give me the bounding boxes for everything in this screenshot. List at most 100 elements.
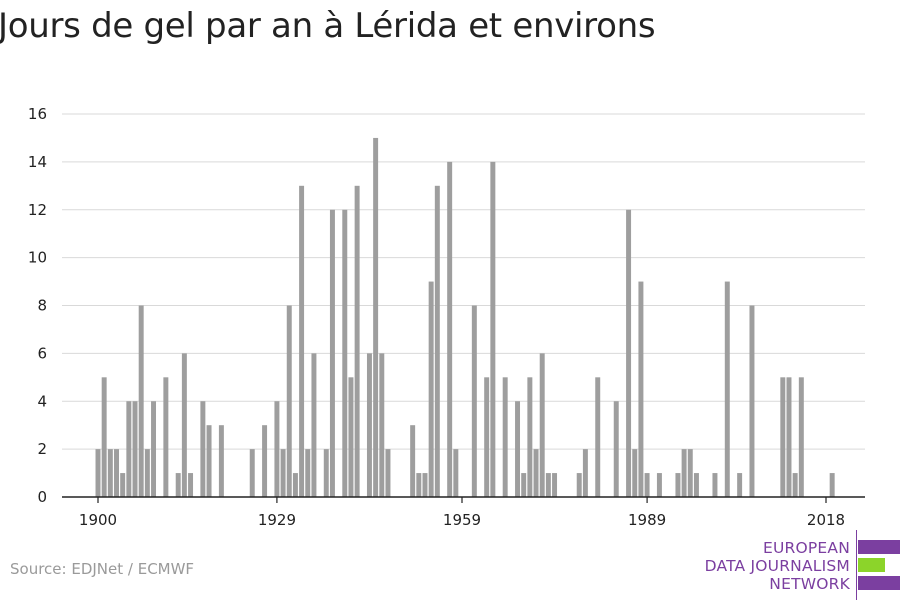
bar xyxy=(379,353,385,497)
bar xyxy=(527,377,533,497)
bar xyxy=(305,449,311,497)
logo-line-data-journalism: DATA JOURNALISM xyxy=(704,557,850,575)
bar xyxy=(138,305,144,497)
bar xyxy=(632,449,638,497)
y-axis-tick-labels: 0 2 4 6 8 10 12 14 16 xyxy=(28,105,47,506)
bar xyxy=(163,377,169,497)
y-tick-label: 16 xyxy=(28,105,47,123)
bar xyxy=(354,185,360,497)
x-axis: 1900 1929 1959 1989 2018 xyxy=(62,496,865,529)
y-tick-label: 0 xyxy=(37,488,47,506)
logo-line-european: EUROPEAN xyxy=(762,539,850,557)
bar xyxy=(582,449,588,497)
bar xyxy=(749,305,755,497)
bar xyxy=(274,401,280,497)
x-tick-label: 2018 xyxy=(807,511,845,529)
bar xyxy=(292,473,298,497)
logo-bar-purple-top xyxy=(858,540,900,554)
bar xyxy=(329,209,335,497)
bar xyxy=(712,473,718,497)
bar xyxy=(737,473,743,497)
bar xyxy=(286,305,292,497)
bar xyxy=(576,473,582,497)
bar xyxy=(416,473,422,497)
bar xyxy=(638,281,644,497)
bar xyxy=(798,377,804,497)
bar xyxy=(114,449,119,497)
bar xyxy=(515,401,521,497)
bar xyxy=(188,473,194,497)
bar xyxy=(366,353,372,497)
bar xyxy=(552,473,558,497)
bar xyxy=(595,377,601,497)
bar xyxy=(249,449,255,497)
x-tick-label: 1900 xyxy=(79,511,117,529)
bar xyxy=(280,449,286,497)
bar xyxy=(107,449,113,497)
bar xyxy=(675,473,681,497)
bar xyxy=(792,473,798,497)
bar xyxy=(342,209,348,497)
bar xyxy=(422,473,428,497)
bar xyxy=(144,449,150,497)
bar xyxy=(626,209,632,497)
bar xyxy=(410,425,416,497)
logo-divider xyxy=(856,530,857,600)
logo-line-network: NETWORK xyxy=(769,575,850,593)
bar xyxy=(262,425,268,497)
bar xyxy=(656,473,662,497)
gridlines xyxy=(62,113,865,450)
bar xyxy=(151,401,157,497)
bar xyxy=(693,473,699,497)
y-tick-label: 2 xyxy=(37,440,47,458)
bar xyxy=(385,449,391,497)
bar xyxy=(724,281,730,497)
bar xyxy=(502,377,508,497)
bar xyxy=(323,449,329,497)
edjnet-logo: EUROPEAN DATA JOURNALISM NETWORK xyxy=(700,530,900,600)
bar xyxy=(95,449,101,497)
bar xyxy=(786,377,792,497)
chart-title: Jours de gel par an à Lérida et environs xyxy=(0,6,656,46)
bar xyxy=(687,449,693,497)
bar xyxy=(428,281,434,497)
x-tick-label: 1929 xyxy=(258,511,296,529)
bar xyxy=(681,449,687,497)
y-tick-label: 10 xyxy=(28,249,47,267)
x-tick-label: 1959 xyxy=(443,511,481,529)
bar xyxy=(644,473,650,497)
bar xyxy=(373,137,379,497)
bar xyxy=(200,401,206,497)
bar xyxy=(311,353,317,497)
bar xyxy=(484,377,490,497)
bar xyxy=(132,401,138,497)
y-tick-label: 4 xyxy=(37,392,47,410)
bar xyxy=(829,473,835,497)
bar xyxy=(299,185,305,497)
bars xyxy=(95,137,835,497)
bar xyxy=(780,377,786,497)
bar xyxy=(181,353,187,497)
bar xyxy=(539,353,545,497)
bar xyxy=(453,449,459,497)
bar xyxy=(348,377,354,497)
bar xyxy=(533,449,539,497)
bar xyxy=(206,425,212,497)
logo-bar-green xyxy=(858,558,885,572)
x-tick-label: 1989 xyxy=(628,511,666,529)
bar xyxy=(613,401,619,497)
bar xyxy=(126,401,132,497)
bar xyxy=(101,377,107,497)
y-tick-label: 8 xyxy=(37,297,47,315)
source-note: Source: EDJNet / ECMWF xyxy=(10,560,195,578)
bar xyxy=(120,473,126,497)
bar xyxy=(545,473,551,497)
y-tick-label: 14 xyxy=(28,153,47,171)
bar xyxy=(175,473,181,497)
bar xyxy=(447,161,453,497)
logo-bar-purple-bottom xyxy=(858,576,900,590)
bar xyxy=(218,425,224,497)
bar xyxy=(521,473,527,497)
y-tick-label: 6 xyxy=(37,344,47,362)
